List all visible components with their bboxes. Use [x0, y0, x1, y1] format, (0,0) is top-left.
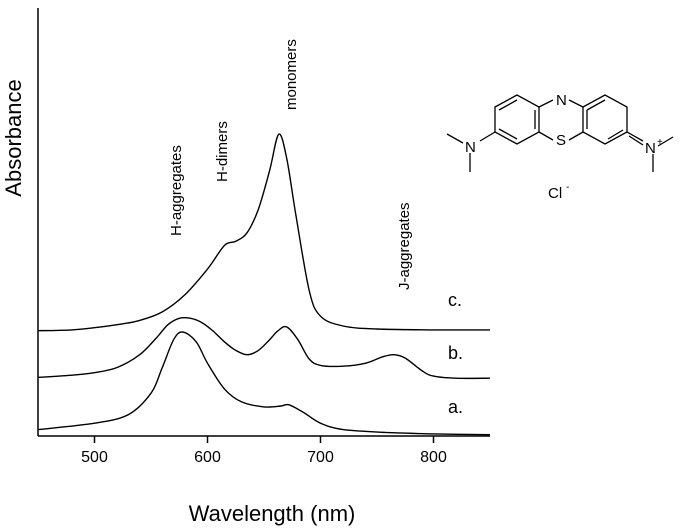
positive-charge-label: +: [657, 137, 663, 148]
annotation-monomers: monomers: [283, 39, 300, 110]
annotation-h-aggregates: H-aggregates: [168, 145, 185, 236]
chloride-label: Cl: [548, 185, 562, 202]
methylene-blue-structure: [446, 94, 674, 172]
series-label-b: b.: [448, 343, 463, 363]
y-axis-title: Absorbance: [1, 79, 26, 196]
series-layer: [37, 133, 491, 436]
left-amine-nitrogen-label: N: [465, 139, 476, 156]
series-label-c: c.: [448, 290, 462, 310]
annotation-j-aggregates: J-aggregates: [396, 202, 413, 290]
chloride-charge-label: -: [566, 182, 569, 193]
series-line-c: [37, 133, 491, 332]
annotation-h-dimers: H-dimers: [214, 121, 231, 182]
series-line-a: [37, 331, 491, 436]
x-tick-label-700: 700: [307, 449, 334, 466]
x-ticks: [93, 436, 435, 443]
x-tick-label-600: 600: [194, 449, 221, 466]
x-tick-labels: 500 600 700 800: [81, 449, 447, 466]
x-tick-label-500: 500: [81, 449, 108, 466]
series-label-a: a.: [448, 397, 463, 417]
left-benzene-ring: [494, 94, 540, 145]
x-tick-label-800: 800: [420, 449, 447, 466]
sulfur-label: S: [556, 132, 566, 149]
right-quinoid-ring: [582, 94, 628, 145]
ring-nitrogen-label: N: [556, 92, 567, 109]
x-axis-title: Wavelength (nm): [189, 501, 356, 526]
right-iminium-nitrogen-label: N: [645, 140, 656, 157]
series-line-b: [37, 316, 491, 380]
